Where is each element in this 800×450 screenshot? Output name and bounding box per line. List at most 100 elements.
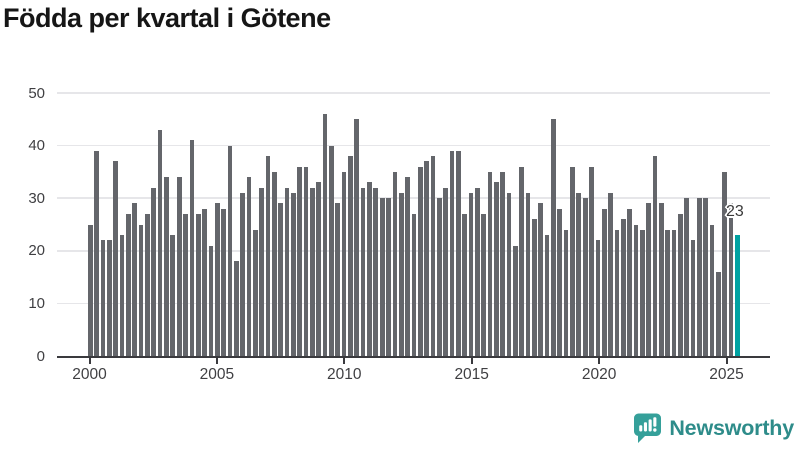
- bar: [259, 187, 264, 356]
- bar: [436, 198, 442, 356]
- bar: [481, 213, 486, 356]
- x-axis-label-2005: 2005: [199, 366, 235, 383]
- x-axis-label-2010: 2010: [327, 366, 362, 383]
- bar: [138, 224, 144, 356]
- newsworthy-logo[interactable]: Newsworthy: [633, 410, 794, 446]
- x-axis-tick-2020: [598, 357, 601, 364]
- bar: [246, 177, 252, 356]
- bar: [271, 171, 277, 356]
- bar: [658, 203, 664, 356]
- bar: [443, 187, 448, 356]
- bar: [411, 213, 417, 356]
- bar: [538, 203, 544, 356]
- y-axis-label-40: 40: [28, 137, 45, 155]
- bar: [221, 208, 226, 356]
- bar: [119, 235, 125, 356]
- bar: [639, 229, 645, 356]
- bar: [252, 229, 258, 356]
- y-axis-label-0: 0: [36, 347, 45, 365]
- bar: [690, 240, 696, 356]
- bar: [677, 213, 683, 356]
- bar: [113, 161, 119, 356]
- bar: [728, 203, 734, 356]
- bar: [513, 245, 518, 356]
- bar: [373, 187, 379, 356]
- bar: [576, 192, 582, 356]
- x-axis-label-2000: 2000: [72, 366, 107, 383]
- x-axis-line: [57, 355, 770, 358]
- bar: [341, 171, 347, 356]
- x-axis-tick-2005: [215, 357, 218, 364]
- bar: [500, 171, 506, 356]
- bar: [354, 119, 360, 356]
- bar: [170, 235, 176, 356]
- bar: [151, 187, 157, 356]
- x-axis-tick-2010: [343, 357, 346, 364]
- bar: [671, 229, 677, 356]
- bar: [709, 224, 715, 356]
- bar: [405, 177, 410, 356]
- bar: [455, 150, 461, 356]
- chart-title: Födda per kvartal i Götene: [3, 3, 331, 33]
- bar: [233, 261, 239, 356]
- bar: [316, 182, 322, 356]
- y-axis-label-30: 30: [28, 189, 45, 207]
- gridline-50: [57, 92, 770, 94]
- bar: [107, 240, 112, 356]
- bar: [157, 129, 163, 356]
- gridline-30: [57, 197, 770, 199]
- bar: [417, 166, 423, 356]
- bar: [430, 156, 436, 356]
- bar: [570, 166, 575, 356]
- bar: [195, 213, 201, 356]
- y-axis-label-50: 50: [28, 84, 45, 102]
- bar: [544, 235, 550, 356]
- bar: [474, 187, 480, 356]
- bar: [284, 187, 290, 356]
- gridline-40: [57, 144, 770, 147]
- bar: [367, 182, 372, 356]
- bar: [684, 198, 689, 356]
- bar: [386, 198, 391, 356]
- bar: [468, 192, 474, 356]
- bar: [563, 229, 569, 356]
- bar: [202, 208, 207, 356]
- bar-chart-speech-bubble-icon: [633, 413, 662, 444]
- bar: [487, 171, 493, 356]
- bar: [716, 271, 721, 356]
- bar: [665, 229, 670, 356]
- x-axis-label-2015: 2015: [454, 366, 489, 383]
- last-value-annotation: 23: [726, 203, 744, 220]
- bar: [614, 229, 620, 356]
- bar: [462, 213, 467, 356]
- x-axis-tick-2000: [88, 357, 91, 364]
- bar: [620, 219, 626, 356]
- bar: [265, 156, 271, 356]
- x-axis-label-2020: 2020: [581, 366, 617, 383]
- bar: [449, 150, 455, 356]
- bar: [627, 208, 632, 356]
- bar: [360, 187, 366, 356]
- bar: [240, 192, 245, 356]
- bar: [589, 166, 594, 356]
- bar: [722, 171, 728, 356]
- bar: [595, 240, 601, 356]
- bar: [652, 156, 658, 356]
- bar: [601, 208, 607, 356]
- bar: [189, 140, 195, 356]
- x-axis-label-2025: 2025: [709, 366, 744, 383]
- bar: [348, 156, 353, 356]
- bar: [303, 166, 309, 356]
- bar: [278, 203, 283, 356]
- logo-brand-text: Newsworthy: [669, 415, 794, 440]
- bar: [582, 198, 588, 356]
- bar: [703, 198, 709, 356]
- bar: [424, 161, 429, 356]
- bar: [379, 198, 385, 356]
- bar: [183, 213, 188, 356]
- bar: [100, 240, 106, 356]
- bar: [88, 224, 93, 356]
- bar-series: [88, 93, 748, 356]
- bar: [329, 145, 334, 356]
- x-axis-tick-2015: [470, 357, 473, 364]
